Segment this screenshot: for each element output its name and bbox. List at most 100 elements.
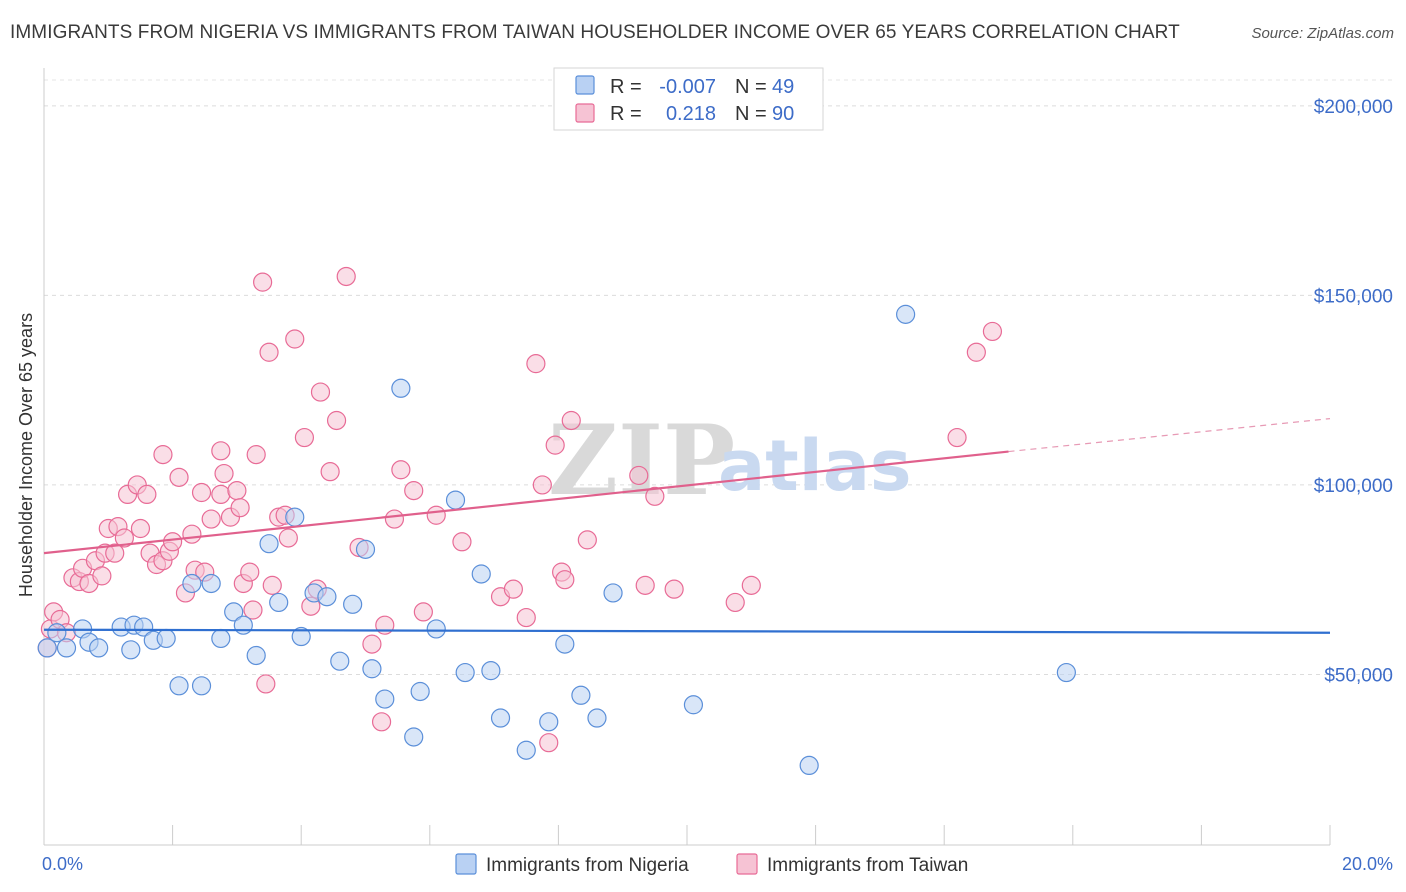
nigeria-point-16 [211, 628, 231, 649]
nigeria-point-14 [191, 676, 212, 696]
stats-n-value-taiwan: 90 [772, 103, 794, 125]
nigeria-point-23 [291, 626, 311, 647]
stats-n-label-nigeria: N = [735, 76, 767, 98]
stats-box-frame [553, 67, 824, 131]
taiwan-point-44 [256, 674, 276, 694]
nigeria-point-28 [355, 539, 376, 559]
taiwan-point-76 [555, 570, 575, 590]
taiwan-point-59 [362, 634, 382, 654]
taiwan-point-45 [259, 342, 279, 362]
taiwan-point-13 [105, 543, 125, 563]
taiwan-point-41 [243, 600, 263, 620]
taiwan-point-19 [137, 484, 157, 505]
taiwan-point-28 [182, 524, 202, 544]
x-tick-label-max: 20.0% [1342, 854, 1393, 874]
legend-label-taiwan: Immigrants from Taiwan [767, 855, 968, 876]
nigeria-point-37 [471, 564, 491, 584]
nigeria-point-33 [410, 681, 430, 702]
taiwan-point-15 [114, 528, 134, 548]
nigeria-point-9 [134, 617, 154, 637]
nigeria-point-21 [269, 592, 289, 613]
nigeria-point-13 [182, 573, 202, 594]
taiwan-point-65 [413, 602, 433, 622]
y-axis-title: Householder Income Over 65 years [16, 313, 36, 597]
taiwan-point-18 [130, 518, 151, 539]
nigeria-point-46 [683, 695, 704, 715]
taiwan-point-46 [262, 575, 282, 595]
nigeria-point-45 [603, 583, 623, 603]
nigeria-point-11 [156, 628, 176, 649]
taiwan-point-35 [214, 463, 234, 484]
taiwan-point-73 [539, 733, 559, 753]
series-nigeria-points [37, 304, 1076, 776]
axes [43, 68, 1331, 846]
stats-swatch-nigeria [575, 75, 595, 95]
taiwan-point-50 [285, 329, 305, 349]
nigeria-point-25 [317, 587, 337, 607]
taiwan-point-83 [725, 592, 745, 613]
legend-swatch-nigeria [455, 853, 477, 875]
taiwan-point-60 [371, 712, 392, 732]
taiwan-point-72 [532, 475, 552, 495]
nigeria-point-44 [587, 708, 607, 728]
nigeria-point-47 [799, 755, 819, 776]
nigeria-point-17 [224, 602, 244, 622]
nigeria-point-2 [56, 638, 77, 658]
taiwan-point-33 [211, 484, 231, 505]
y-tick-labels: $50,000 $100,000 $150,000 $200,000 [1314, 97, 1393, 687]
taiwan-point-66 [426, 505, 446, 525]
taiwan-point-63 [391, 460, 411, 480]
nigeria-point-29 [362, 659, 382, 679]
stats-swatch-taiwan [575, 103, 595, 123]
taiwan-point-82 [664, 579, 684, 599]
nigeria-point-49 [1056, 662, 1076, 683]
y-tick-label-3: $200,000 [1314, 97, 1393, 118]
nigeria-point-18 [233, 615, 253, 635]
taiwan-point-34 [211, 441, 231, 461]
nigeria-point-22 [285, 507, 305, 527]
taiwan-point-77 [561, 410, 581, 431]
taiwan-point-54 [310, 382, 331, 402]
taiwan-point-84 [741, 575, 761, 595]
taiwan-point-78 [577, 530, 597, 550]
nigeria-point-39 [490, 708, 511, 728]
taiwan-point-64 [404, 481, 424, 501]
nigeria-point-34 [426, 619, 446, 639]
nigeria-point-20 [259, 534, 279, 554]
stats-r-value-nigeria: -0.007 [659, 76, 716, 98]
taiwan-point-30 [191, 482, 212, 503]
nigeria-point-32 [404, 727, 424, 747]
taiwan-point-70 [516, 607, 536, 628]
taiwan-point-69 [503, 579, 523, 599]
y-tick-label-0: $50,000 [1324, 665, 1393, 686]
trend-line-taiwan-extension [1008, 418, 1331, 453]
nigeria-point-42 [555, 634, 575, 654]
taiwan-point-87 [982, 321, 1003, 342]
stats-n-label-taiwan: N = [735, 103, 767, 125]
nigeria-point-27 [343, 594, 363, 614]
nigeria-point-31 [391, 378, 411, 398]
taiwan-point-10 [92, 566, 112, 586]
x-tick-label-min: 0.0% [42, 854, 83, 874]
nigeria-point-8 [121, 640, 141, 660]
taiwan-point-22 [153, 445, 173, 465]
nigeria-point-5 [89, 638, 109, 658]
taiwan-point-37 [227, 481, 247, 501]
nigeria-point-30 [375, 689, 395, 709]
watermark: ZIP atlas [548, 404, 912, 517]
taiwan-point-51 [294, 427, 315, 448]
taiwan-point-40 [240, 562, 260, 582]
source-credit: Source: ZipAtlas.com [1251, 25, 1394, 42]
nigeria-point-41 [539, 712, 559, 732]
taiwan-point-55 [320, 462, 340, 482]
taiwan-point-71 [526, 354, 546, 374]
taiwan-point-57 [336, 266, 356, 287]
nigeria-point-1 [47, 623, 67, 643]
taiwan-point-81 [645, 486, 665, 506]
trend-lines [43, 418, 1331, 634]
stats-r-label-taiwan: R = [610, 103, 642, 125]
nigeria-point-35 [445, 490, 466, 510]
taiwan-point-56 [326, 410, 347, 431]
taiwan-point-85 [947, 427, 967, 448]
